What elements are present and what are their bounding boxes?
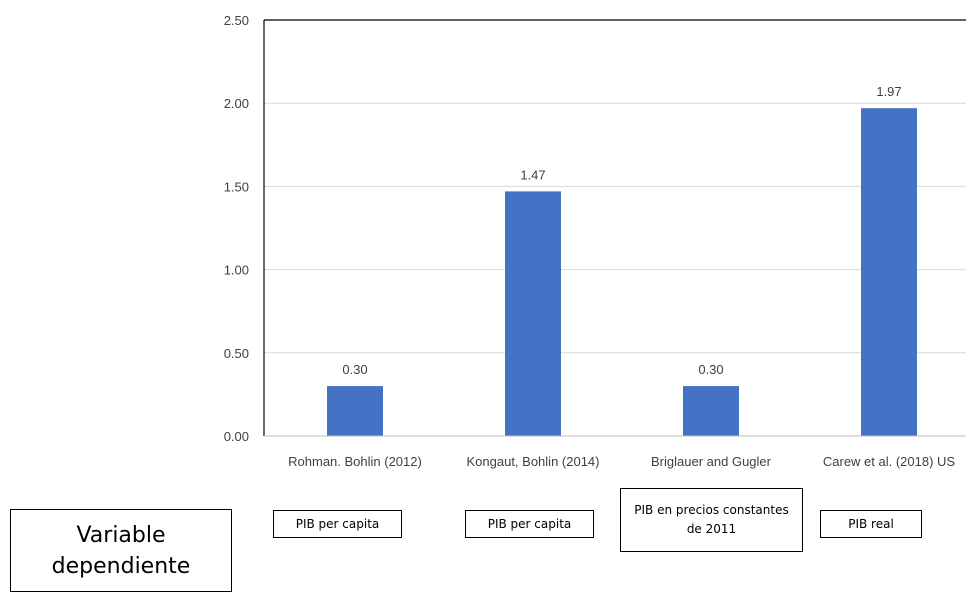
gridlines <box>264 19 966 354</box>
bar-chart: 0.00 0.50 1.00 1.50 2.00 2.50 0.30 1.47 0.30 1.9… <box>224 13 966 469</box>
y-tick-label: 2.50 <box>224 13 249 28</box>
bar <box>505 191 561 436</box>
dependent-variable-box-2: PIB per capita <box>465 510 594 538</box>
x-tick-label: Briglauer and Gugler <box>651 454 772 469</box>
y-tick-label: 0.50 <box>224 346 249 361</box>
x-tick-label: Kongaut, Bohlin (2014) <box>467 454 600 469</box>
y-tick-label: 0.00 <box>224 429 249 444</box>
dependent-variable-label-text: Variable dependiente <box>51 522 191 579</box>
x-tick-labels: Rohman. Bohlin (2012)OECDKongaut, Bohlin… <box>288 454 956 469</box>
bar <box>861 108 917 436</box>
dependent-variable-1-text: PIB per capita <box>295 517 380 531</box>
dependent-variable-box-1: PIB per capita <box>273 510 402 538</box>
data-label: 0.30 <box>342 362 367 377</box>
x-tick-label: Carew et al. (2018) US <box>823 454 956 469</box>
data-label: 1.47 <box>520 167 545 182</box>
x-tick-label: Rohman. Bohlin (2012) <box>288 454 422 469</box>
y-tick-label: 1.50 <box>224 179 249 194</box>
dependent-variable-label: Variable dependiente <box>10 509 232 592</box>
y-tick-label: 2.00 <box>224 96 249 111</box>
data-label: 1.97 <box>876 84 901 99</box>
data-label: 0.30 <box>698 362 723 377</box>
dependent-variable-3-text: PIB en precios constantes de 2011 <box>634 503 789 536</box>
bar <box>683 386 739 436</box>
bar <box>327 386 383 436</box>
dependent-variable-4-text: PIB real <box>848 517 894 531</box>
y-tick-labels: 0.00 0.50 1.00 1.50 2.00 2.50 <box>224 13 249 444</box>
y-tick-label: 1.00 <box>224 263 249 278</box>
dependent-variable-box-4: PIB real <box>820 510 922 538</box>
data-labels: 0.30 1.47 0.30 1.97 <box>342 84 901 377</box>
bars <box>327 108 917 436</box>
dependent-variable-box-3: PIB en precios constantes de 2011 <box>620 488 803 552</box>
dependent-variable-2-text: PIB per capita <box>487 517 572 531</box>
